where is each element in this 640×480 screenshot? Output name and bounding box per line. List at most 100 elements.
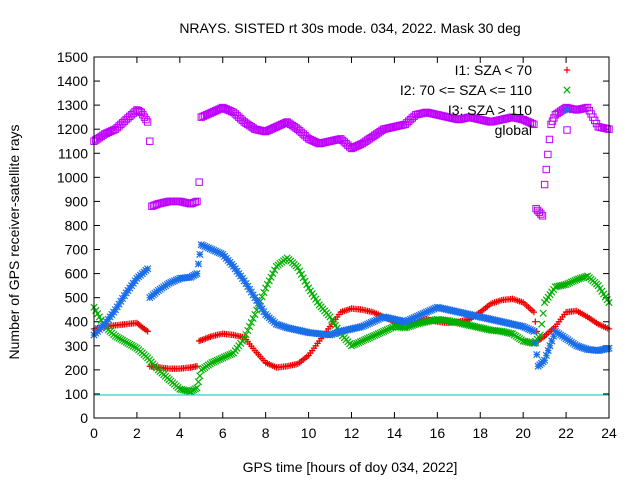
series-3 bbox=[90, 241, 613, 370]
data-point bbox=[217, 355, 225, 363]
data-point bbox=[270, 266, 279, 274]
data-point bbox=[378, 328, 386, 336]
data-point bbox=[528, 326, 536, 335]
data-point bbox=[299, 274, 307, 282]
chart-title: NRAYS. SISTED rt 30s mode. 034, 2022. Ma… bbox=[179, 20, 520, 36]
data-point bbox=[431, 304, 440, 312]
data-point bbox=[567, 278, 576, 286]
data-point bbox=[191, 198, 200, 206]
data-point bbox=[204, 244, 213, 252]
data-point bbox=[383, 326, 391, 334]
data-point bbox=[226, 350, 234, 359]
legend-label: I3: SZA > 110 bbox=[448, 102, 532, 118]
x-tick-label: 18 bbox=[472, 425, 488, 441]
data-point bbox=[195, 178, 203, 186]
data-point bbox=[251, 294, 259, 302]
data-point bbox=[196, 250, 204, 258]
data-point bbox=[326, 331, 334, 339]
data-point bbox=[353, 339, 361, 348]
data-point bbox=[564, 280, 572, 288]
data-point bbox=[374, 315, 382, 323]
data-point bbox=[169, 277, 177, 286]
data-point bbox=[405, 316, 413, 324]
data-point bbox=[519, 322, 527, 331]
data-point bbox=[376, 314, 384, 323]
data-point bbox=[269, 269, 277, 278]
data-point bbox=[194, 378, 203, 386]
legend-marker bbox=[563, 66, 571, 74]
data-point bbox=[249, 314, 257, 323]
data-point bbox=[301, 277, 309, 285]
data-point bbox=[533, 350, 541, 359]
x-tick-label: 14 bbox=[387, 425, 403, 441]
data-point bbox=[415, 311, 424, 319]
data-point bbox=[574, 342, 583, 351]
data-point bbox=[562, 280, 570, 289]
data-point bbox=[249, 291, 257, 299]
data-point bbox=[111, 306, 120, 314]
data-point bbox=[262, 284, 270, 292]
data-point bbox=[428, 306, 436, 314]
data-point bbox=[414, 312, 422, 320]
data-point bbox=[303, 281, 311, 289]
data-point bbox=[540, 180, 549, 189]
data-point bbox=[242, 330, 250, 339]
legend-label: I1: SZA < 70 bbox=[455, 62, 533, 78]
data-point bbox=[120, 292, 129, 300]
data-point bbox=[279, 322, 288, 331]
data-point bbox=[582, 345, 590, 353]
data-point bbox=[220, 353, 229, 361]
data-point bbox=[358, 337, 366, 345]
data-point bbox=[523, 324, 531, 332]
data-point bbox=[578, 343, 586, 352]
y-tick-label: 1100 bbox=[58, 145, 88, 161]
data-point bbox=[210, 358, 218, 366]
data-point bbox=[544, 150, 552, 159]
x-tick-label: 16 bbox=[430, 425, 446, 441]
data-point bbox=[165, 279, 173, 287]
data-point bbox=[253, 296, 261, 305]
data-point bbox=[371, 331, 379, 339]
data-point bbox=[215, 355, 223, 364]
data-point bbox=[412, 313, 420, 321]
y-tick-label: 0 bbox=[80, 410, 88, 426]
data-point bbox=[215, 249, 223, 257]
data-point bbox=[372, 330, 381, 339]
data-point bbox=[265, 277, 273, 285]
y-tick-label: 800 bbox=[65, 217, 89, 233]
data-point bbox=[421, 309, 429, 317]
data-point bbox=[274, 321, 282, 329]
data-point bbox=[244, 282, 252, 291]
data-point bbox=[276, 321, 284, 329]
data-point bbox=[193, 384, 201, 392]
y-tick-label: 400 bbox=[65, 314, 89, 330]
data-point bbox=[530, 120, 538, 129]
y-axis: 0 100 200 300 400 500 600 700 800 900 1000 1100 1200… bbox=[57, 49, 609, 426]
data-point bbox=[297, 270, 306, 279]
data-point bbox=[222, 352, 230, 360]
data-point bbox=[406, 315, 415, 323]
data-point bbox=[203, 243, 211, 251]
data-point bbox=[193, 363, 201, 370]
y-tick-label: 1000 bbox=[57, 169, 88, 185]
data-point bbox=[530, 327, 538, 335]
data-point bbox=[197, 241, 205, 249]
data-point bbox=[254, 299, 263, 307]
data-point bbox=[193, 269, 201, 278]
data-point bbox=[211, 247, 220, 255]
data-point bbox=[573, 342, 581, 350]
data-point bbox=[242, 280, 250, 288]
y-tick-label: 1300 bbox=[57, 97, 88, 113]
x-tick-label: 2 bbox=[133, 425, 141, 441]
x-axis-label: GPS time [hours of doy 034, 2022] bbox=[243, 459, 458, 475]
data-point bbox=[380, 327, 388, 335]
data-point bbox=[143, 118, 152, 126]
data-point bbox=[272, 320, 281, 328]
data-point bbox=[211, 357, 220, 365]
legend: I1: SZA < 70 I2: 70 <= SZA <= 110 I3: SZA … bbox=[400, 62, 571, 138]
data-point bbox=[244, 326, 252, 335]
data-point bbox=[546, 342, 554, 350]
data-point bbox=[328, 330, 336, 338]
data-point bbox=[419, 310, 427, 318]
data-point bbox=[294, 263, 302, 272]
